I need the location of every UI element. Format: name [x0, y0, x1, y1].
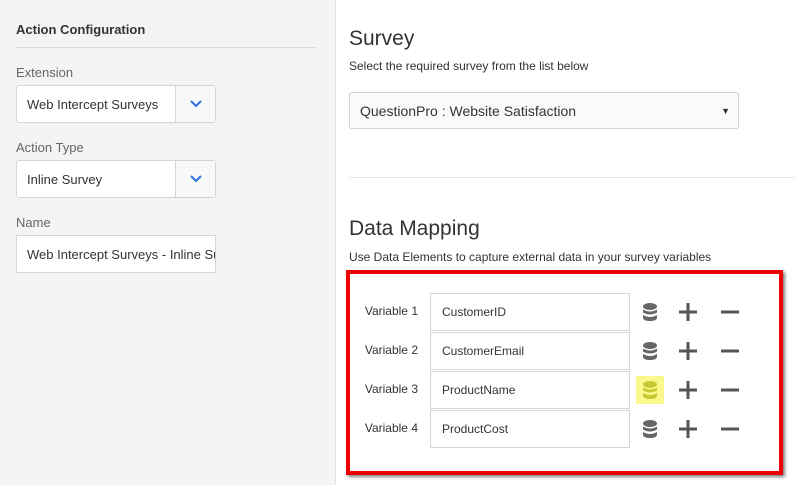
extension-dropdown-button[interactable]	[175, 86, 215, 122]
database-icon	[643, 420, 657, 438]
survey-select[interactable]: QuestionPro : Website Satisfaction ▼	[349, 92, 739, 129]
data-element-button[interactable]	[636, 376, 664, 404]
extension-select[interactable]: Web Intercept Surveys	[16, 85, 216, 123]
variable-input[interactable]: CustomerID	[430, 293, 630, 331]
variable-input[interactable]: ProductName	[430, 371, 630, 409]
action-type-select[interactable]: Inline Survey	[16, 160, 216, 198]
database-icon	[643, 303, 657, 321]
survey-selected-value: QuestionPro : Website Satisfaction	[360, 102, 577, 119]
chevron-down-icon	[189, 175, 202, 183]
plus-icon	[679, 342, 697, 360]
variable-row: Variable 4 ProductCost	[346, 410, 783, 448]
plus-icon	[679, 420, 697, 438]
remove-row-button[interactable]	[718, 337, 742, 365]
data-element-button[interactable]	[636, 298, 664, 326]
action-type-value: Inline Survey	[27, 171, 103, 187]
variable-row: Variable 1 CustomerID	[346, 293, 783, 331]
data-mapping-subtitle: Use Data Elements to capture external da…	[349, 250, 712, 264]
minus-icon	[721, 388, 739, 392]
data-element-button[interactable]	[636, 337, 664, 365]
survey-subtitle: Select the required survey from the list…	[349, 59, 589, 73]
variable-label: Variable 3	[364, 382, 418, 396]
variable-label: Variable 2	[364, 343, 418, 357]
panel-title: Action Configuration	[16, 22, 146, 37]
action-type-label: Action Type	[16, 140, 84, 155]
caret-down-icon: ▼	[721, 105, 730, 116]
remove-row-button[interactable]	[718, 298, 742, 326]
add-row-button[interactable]	[676, 376, 700, 404]
name-input[interactable]: Web Intercept Surveys - Inline Sur	[16, 235, 216, 273]
section-divider	[349, 177, 795, 178]
data-element-button[interactable]	[636, 415, 664, 443]
variable-input[interactable]: ProductCost	[430, 410, 630, 448]
minus-icon	[721, 427, 739, 431]
name-label: Name	[16, 215, 51, 230]
plus-icon	[679, 303, 697, 321]
extension-value: Web Intercept Surveys	[27, 96, 159, 112]
variable-label: Variable 1	[364, 304, 418, 318]
action-configuration-panel: Action Configuration Extension Web Inter…	[0, 0, 336, 485]
survey-title: Survey	[349, 27, 415, 50]
remove-row-button[interactable]	[718, 415, 742, 443]
divider	[16, 47, 316, 48]
action-type-dropdown-button[interactable]	[175, 161, 215, 197]
highlight-box	[346, 270, 783, 475]
database-icon	[643, 342, 657, 360]
variable-label: Variable 4	[364, 421, 418, 435]
minus-icon	[721, 349, 739, 353]
data-mapping-title: Data Mapping	[349, 217, 480, 240]
add-row-button[interactable]	[676, 298, 700, 326]
chevron-down-icon	[189, 100, 202, 108]
add-row-button[interactable]	[676, 337, 700, 365]
remove-row-button[interactable]	[718, 376, 742, 404]
variable-row: Variable 3 ProductName	[346, 371, 783, 409]
database-icon	[643, 381, 657, 399]
add-row-button[interactable]	[676, 415, 700, 443]
minus-icon	[721, 310, 739, 314]
plus-icon	[679, 381, 697, 399]
extension-label: Extension	[16, 65, 74, 80]
variable-row: Variable 2 CustomerEmail	[346, 332, 783, 370]
variable-input[interactable]: CustomerEmail	[430, 332, 630, 370]
